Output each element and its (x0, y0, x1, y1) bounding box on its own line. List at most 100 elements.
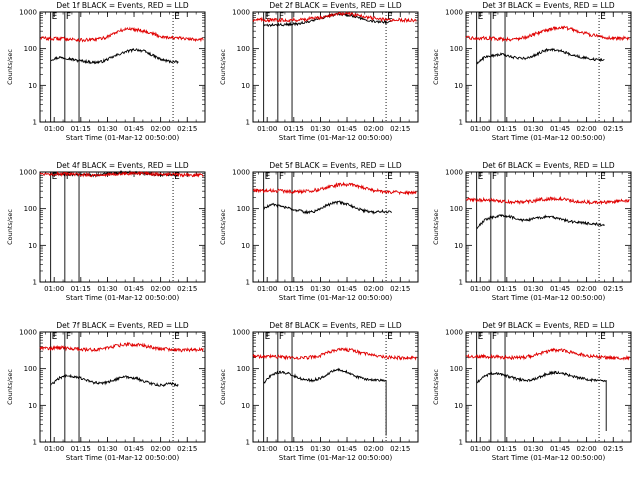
chart-title: Det 1f BLACK = Events, RED = LLD (56, 1, 189, 10)
marker-label-e: E (478, 12, 484, 22)
plot-frame (252, 171, 419, 283)
lld-series-line (39, 341, 204, 353)
x-tick-label: 02:00 (364, 285, 384, 293)
marker-label-e: E (174, 332, 180, 342)
y-axis-label: Counts/sec (219, 369, 227, 405)
y-axis-label: Counts/sec (432, 209, 440, 245)
chart-title: Det 8f BLACK = Events, RED = LLD (269, 321, 402, 330)
x-tick-label: 01:45 (550, 445, 570, 453)
plot-frame (39, 11, 206, 123)
y-axis-label: Counts/sec (219, 209, 227, 245)
x-tick-label: 01:00 (470, 125, 490, 133)
x-tick-label: 01:45 (550, 125, 570, 133)
lld-series-line (39, 170, 204, 178)
y-tick-label: 100 (237, 365, 250, 373)
x-tick-label: 02:15 (603, 445, 623, 453)
x-tick-label: 01:15 (71, 445, 91, 453)
marker-label-f: F (279, 12, 284, 22)
x-tick-label: 02:00 (151, 285, 171, 293)
y-tick-label: 1 (459, 439, 463, 447)
marker-label-e: E (478, 332, 484, 342)
x-tick-label: 02:15 (177, 445, 197, 453)
x-tick-label: 02:00 (577, 285, 597, 293)
marker-label-e: E (387, 172, 393, 182)
y-axis-label: Counts/sec (6, 209, 14, 245)
chart-panel-5: Det 5f BLACK = Events, RED = LLD 01:00 01:… (219, 161, 419, 302)
x-tick-label: 02:00 (151, 445, 171, 453)
x-tick-label: 01:30 (97, 445, 117, 453)
lld-series-line (465, 195, 630, 206)
marker-label-f: F (279, 172, 284, 182)
x-tick-label: 01:45 (124, 285, 144, 293)
plot-frame (252, 331, 419, 443)
y-tick-label: 1 (33, 119, 37, 127)
x-tick-label: 01:30 (97, 285, 117, 293)
y-tick-label: 1 (459, 279, 463, 287)
x-tick-label: 02:00 (577, 445, 597, 453)
x-axis-label: Start Time (01-Mar-12 00:50:00) (279, 294, 393, 302)
x-tick-label: 01:15 (284, 285, 304, 293)
x-tick-label: 01:30 (97, 125, 117, 133)
y-tick-label: 10 (241, 242, 250, 250)
events-series-line (263, 367, 387, 436)
x-tick-label: 02:15 (390, 125, 410, 133)
chart-panel-3: Det 3f BLACK = Events, RED = LLD 01:00 01:… (432, 1, 632, 142)
x-axis-label: Start Time (01-Mar-12 00:50:00) (66, 294, 180, 302)
y-axis-label: Counts/sec (6, 49, 14, 85)
y-tick-label: 100 (24, 365, 37, 373)
x-tick-label: 01:00 (257, 125, 277, 133)
y-tick-label: 1000 (232, 169, 250, 177)
x-tick-label: 01:45 (337, 445, 357, 453)
x-tick-label: 02:15 (390, 445, 410, 453)
y-tick-label: 10 (241, 402, 250, 410)
marker-label-e: E (52, 332, 58, 342)
chart-title: Det 2f BLACK = Events, RED = LLD (269, 1, 402, 10)
marker-label-e: E (600, 332, 606, 342)
y-tick-label: 10 (454, 402, 463, 410)
x-tick-label: 01:00 (257, 445, 277, 453)
x-tick-label: 01:30 (310, 445, 330, 453)
x-tick-label: 02:15 (603, 125, 623, 133)
y-tick-label: 1 (459, 119, 463, 127)
y-tick-label: 10 (241, 82, 250, 90)
x-tick-label: 02:00 (364, 125, 384, 133)
x-tick-label: 01:15 (71, 285, 91, 293)
marker-label-f: F (279, 332, 284, 342)
marker-label-e: E (387, 12, 393, 22)
x-axis-label: Start Time (01-Mar-12 00:50:00) (66, 454, 180, 462)
marker-label-f: F (492, 172, 497, 182)
x-tick-label: 01:00 (257, 285, 277, 293)
y-tick-label: 10 (454, 242, 463, 250)
y-tick-label: 10 (28, 402, 37, 410)
x-tick-label: 01:15 (497, 445, 517, 453)
events-series-line (476, 213, 605, 230)
lld-series-line (252, 11, 417, 23)
x-tick-label: 01:15 (497, 285, 517, 293)
y-tick-label: 1000 (445, 169, 463, 177)
events-series-line (50, 373, 179, 388)
marker-label-e: E (52, 12, 58, 22)
y-tick-label: 100 (237, 205, 250, 213)
chart-panel-4: Det 4f BLACK = Events, RED = LLD 01:00 01:… (6, 161, 206, 302)
x-axis-label: Start Time (01-Mar-12 00:50:00) (492, 134, 606, 142)
x-tick-label: 01:15 (497, 125, 517, 133)
x-axis-label: Start Time (01-Mar-12 00:50:00) (66, 134, 180, 142)
x-tick-label: 01:45 (124, 125, 144, 133)
marker-label-f: F (492, 332, 497, 342)
y-tick-label: 1000 (19, 9, 37, 17)
y-tick-label: 100 (24, 205, 37, 213)
y-tick-label: 1000 (232, 9, 250, 17)
marker-label-e: E (265, 172, 271, 182)
y-tick-label: 1000 (445, 329, 463, 337)
y-tick-label: 1000 (19, 169, 37, 177)
y-tick-label: 100 (237, 45, 250, 53)
events-series-line (476, 47, 605, 65)
marker-label-e: E (174, 12, 180, 22)
x-tick-label: 01:15 (284, 125, 304, 133)
chart-panel-6: Det 6f BLACK = Events, RED = LLD 01:00 01:… (432, 161, 632, 302)
y-axis-label: Counts/sec (432, 49, 440, 85)
x-tick-label: 01:15 (71, 125, 91, 133)
lld-series-line (253, 181, 417, 196)
x-axis-label: Start Time (01-Mar-12 00:50:00) (492, 454, 606, 462)
